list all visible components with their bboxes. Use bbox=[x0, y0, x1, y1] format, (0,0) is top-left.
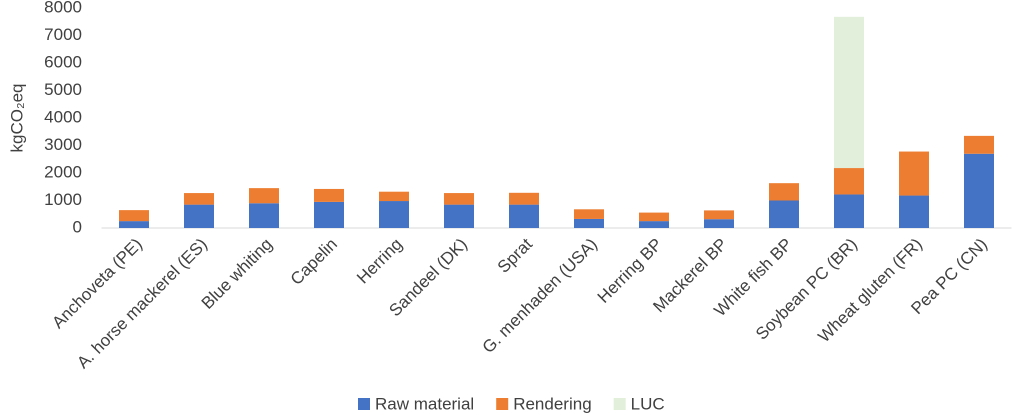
y-tick-label: 2000 bbox=[44, 162, 82, 181]
legend-swatch bbox=[358, 398, 370, 410]
bar-segment bbox=[899, 195, 929, 228]
x-tick-label: Capelin bbox=[287, 235, 341, 289]
x-tick-label: A. horse mackerel (ES) bbox=[73, 235, 211, 373]
bar-segment bbox=[379, 201, 409, 228]
bar-segment bbox=[444, 193, 474, 205]
bar-segment bbox=[314, 201, 344, 228]
y-axis-label: kgCO₂eq bbox=[7, 84, 26, 153]
bar-segment bbox=[249, 203, 279, 228]
bar-segment bbox=[574, 218, 604, 228]
bar-segment bbox=[834, 194, 864, 228]
bar-segment bbox=[834, 16, 864, 169]
legend-label: Raw material bbox=[375, 394, 474, 413]
legend-label: LUC bbox=[631, 394, 665, 413]
y-tick-label: 6000 bbox=[44, 52, 82, 71]
y-tick-label: 1000 bbox=[44, 190, 82, 209]
bar-segment bbox=[964, 135, 994, 154]
y-tick-label: 7000 bbox=[44, 25, 82, 44]
legend-swatch bbox=[613, 398, 626, 410]
bar-segment bbox=[769, 183, 799, 201]
bar-segment bbox=[769, 200, 799, 228]
x-tick-label: Sprat bbox=[494, 234, 536, 276]
y-tick-label: 0 bbox=[73, 217, 82, 236]
x-tick-label: Blue whiting bbox=[198, 235, 276, 313]
bar-segment bbox=[639, 221, 669, 228]
y-tick-label: 5000 bbox=[44, 80, 82, 99]
bar-segment bbox=[509, 192, 539, 205]
bar-segment bbox=[444, 204, 474, 228]
bar-segment bbox=[899, 151, 929, 196]
bar-segment bbox=[834, 168, 864, 195]
bar-segment bbox=[249, 188, 279, 204]
bar-segment bbox=[184, 193, 214, 205]
y-tick-label: 3000 bbox=[44, 135, 82, 154]
bar-segment bbox=[184, 204, 214, 228]
bar-segment bbox=[119, 221, 149, 228]
bar-segment bbox=[704, 210, 734, 220]
y-tick-label: 8000 bbox=[44, 0, 82, 16]
x-tick-label: G. menhaden (USA) bbox=[479, 235, 601, 357]
legend-swatch bbox=[496, 398, 509, 410]
bar-segment bbox=[964, 153, 994, 228]
bar-segment bbox=[509, 204, 539, 228]
bar-segment bbox=[314, 188, 344, 202]
bar-segment bbox=[574, 209, 604, 219]
y-tick-label: 4000 bbox=[44, 107, 82, 126]
bar-segment bbox=[704, 219, 734, 228]
bar-segment bbox=[379, 191, 409, 202]
bar-segment bbox=[119, 210, 149, 222]
legend-label: Rendering bbox=[513, 394, 591, 413]
bar-segment bbox=[639, 212, 669, 222]
x-tick-label: Herring bbox=[353, 235, 406, 288]
